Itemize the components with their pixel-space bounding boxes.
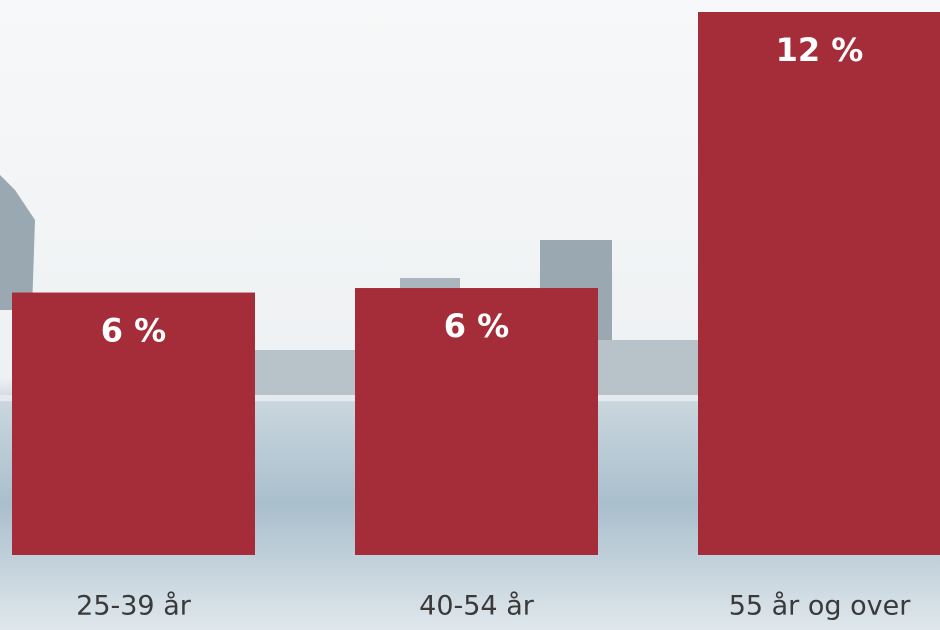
- bar: [698, 12, 940, 555]
- category-label: 40-54 år: [419, 591, 535, 622]
- category-label: 25-39 år: [76, 591, 192, 622]
- value-label: 12 %: [776, 31, 864, 69]
- bar: [12, 292, 255, 555]
- value-label: 6 %: [444, 307, 509, 345]
- value-label: 6 %: [101, 312, 166, 350]
- bar: [355, 288, 598, 555]
- category-label: 55 år og over: [729, 591, 912, 622]
